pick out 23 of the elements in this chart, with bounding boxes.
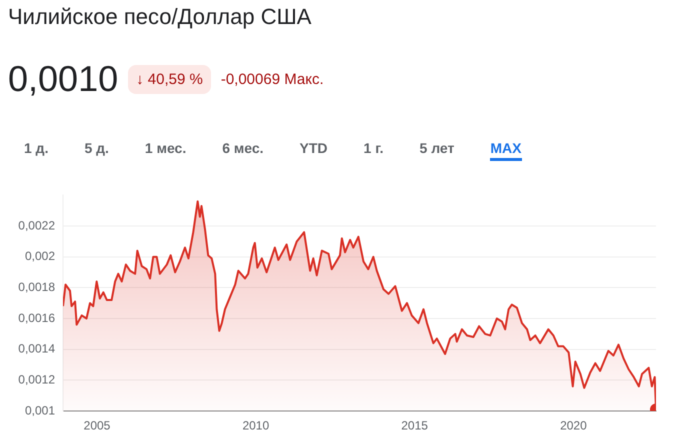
- text: MAX: [490, 138, 522, 161]
- x-tick-label: 2020: [560, 418, 588, 433]
- y-tick-label: 0,0014: [18, 342, 56, 356]
- text: 1 мес.: [144, 139, 186, 158]
- text: 1 г.: [364, 139, 384, 158]
- y-tick-label: 0,001: [24, 403, 56, 418]
- y-tick-label: 0,0012: [18, 372, 56, 386]
- text: 1 д.: [24, 139, 48, 158]
- y-tick-label: 0,0018: [18, 280, 56, 294]
- text: 0,0010: [8, 58, 118, 100]
- text: YTD: [300, 139, 328, 158]
- y-tick-label: 0,0022: [18, 218, 56, 232]
- text: 5 д.: [84, 139, 109, 158]
- chart-title: Чилийское песо/Доллар США: [8, 4, 312, 30]
- y-tick-label: 0,002: [24, 249, 56, 264]
- text: ↓ 40,59 %: [128, 64, 211, 94]
- x-tick-label: 2015: [401, 418, 428, 433]
- y-tick-label: 0,0016: [18, 310, 56, 325]
- x-tick-label: 2010: [242, 418, 270, 433]
- text: 6 мес.: [222, 139, 264, 158]
- text: -0,00069 Макс.: [220, 70, 324, 88]
- text: 5 лет: [420, 139, 454, 158]
- x-tick-label: 2005: [84, 418, 111, 433]
